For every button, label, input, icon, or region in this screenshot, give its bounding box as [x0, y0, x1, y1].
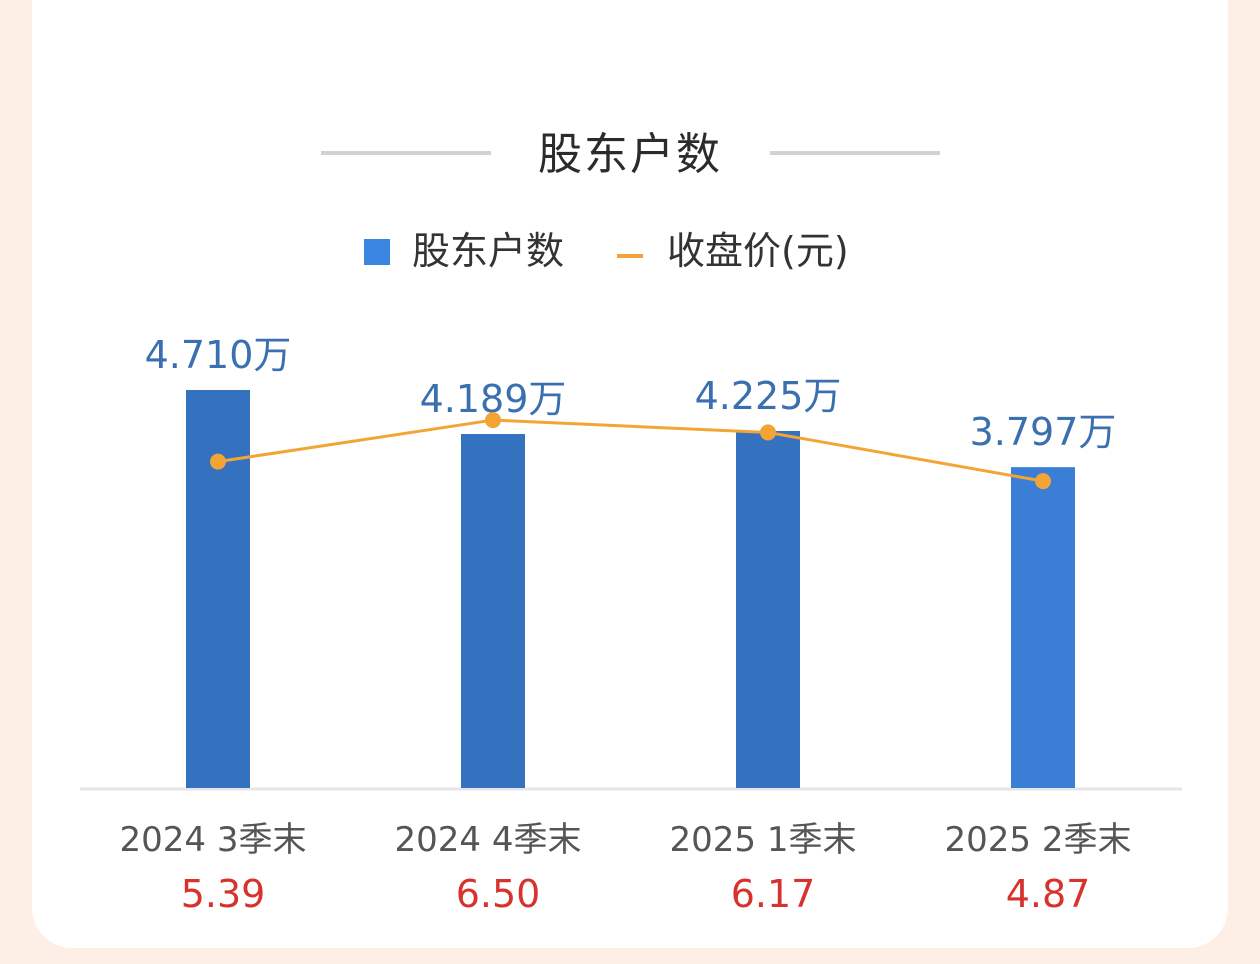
bar-value-label-3: 3.797万	[970, 410, 1117, 454]
title-left-rule	[321, 151, 491, 155]
bar-value-label-2: 4.225万	[695, 374, 842, 418]
price-point-2	[760, 424, 776, 441]
legend-bar-label: 股东户数	[412, 229, 565, 273]
bar-0	[186, 390, 250, 788]
title-right-rule	[770, 151, 940, 155]
bar-2	[736, 430, 800, 788]
bar-3	[1011, 467, 1075, 788]
price-point-0	[210, 453, 226, 470]
legend-line-swatch	[617, 254, 643, 258]
x-tick-label-2: 2025 1季末	[669, 820, 857, 860]
price-point-1	[485, 412, 501, 429]
x-tick-label-0: 2024 3季末	[119, 820, 307, 860]
legend-bar-swatch	[364, 239, 390, 265]
price-point-3	[1035, 473, 1051, 490]
x-tick-label-3: 2025 2季末	[944, 820, 1132, 860]
price-value-label-3: 4.87	[1005, 872, 1091, 916]
price-value-label-1: 6.50	[455, 872, 541, 916]
chart-title: 股东户数	[538, 129, 722, 180]
x-tick-label-1: 2024 4季末	[394, 820, 582, 860]
price-line	[217, 418, 1044, 483]
legend-line-label: 收盘价(元)	[667, 229, 849, 273]
price-value-label-0: 5.39	[180, 872, 266, 916]
bar-1	[461, 434, 525, 788]
bar-value-label-0: 4.710万	[145, 333, 292, 377]
price-value-label-2: 6.17	[730, 872, 816, 916]
